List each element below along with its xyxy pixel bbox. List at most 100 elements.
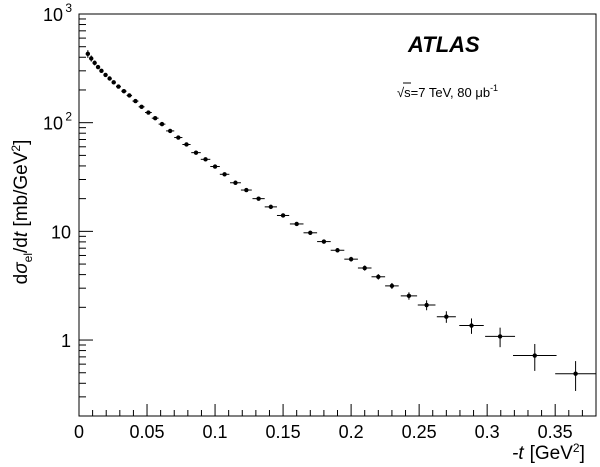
data-point xyxy=(513,343,557,371)
point-marker xyxy=(159,121,165,127)
data-point xyxy=(126,93,133,98)
data-point xyxy=(264,204,277,210)
point-marker xyxy=(348,256,354,262)
point-marker xyxy=(233,180,238,185)
point-marker xyxy=(95,64,101,70)
point-marker xyxy=(469,323,474,328)
x-tick-label: 0.2 xyxy=(339,422,364,442)
energy-annotation: √s=7 TeV, 80 μb-1 xyxy=(397,82,498,100)
point-marker xyxy=(133,98,138,104)
point-marker xyxy=(92,60,97,66)
data-point xyxy=(555,361,596,391)
point-marker xyxy=(152,115,158,121)
point-marker xyxy=(497,334,503,339)
data-point xyxy=(417,300,436,311)
y-tick-exponent: 3 xyxy=(65,1,72,15)
point-marker xyxy=(389,283,395,289)
data-point xyxy=(92,60,97,66)
y-tick-label: 10 xyxy=(51,222,71,242)
data-point xyxy=(200,157,211,162)
data-point xyxy=(210,164,220,169)
point-marker xyxy=(203,157,208,162)
axis-ticks xyxy=(78,18,583,417)
point-marker xyxy=(176,135,181,140)
data-points xyxy=(85,50,596,391)
point-marker xyxy=(193,150,199,155)
point-marker xyxy=(127,93,132,98)
data-point xyxy=(132,98,139,104)
x-tick-label: 0.3 xyxy=(475,422,500,442)
point-marker xyxy=(111,80,116,85)
point-marker xyxy=(376,274,381,279)
point-marker xyxy=(103,72,108,78)
data-point xyxy=(385,282,399,289)
data-point xyxy=(138,104,145,109)
data-point xyxy=(111,80,116,85)
point-marker xyxy=(89,56,94,61)
experiment-label: ATLAS xyxy=(407,32,480,57)
data-point xyxy=(121,88,127,94)
point-marker xyxy=(321,239,327,244)
point-marker xyxy=(184,142,189,147)
point-marker xyxy=(256,196,261,201)
point-marker xyxy=(268,204,274,210)
lumi-exponent: -1 xyxy=(490,83,498,93)
y-tick-label: 10 xyxy=(43,5,63,25)
data-point xyxy=(95,64,101,70)
point-marker xyxy=(107,76,112,81)
point-marker xyxy=(406,293,412,299)
data-point xyxy=(107,76,112,81)
data-point xyxy=(89,55,94,62)
point-marker xyxy=(222,172,227,177)
point-marker xyxy=(294,221,299,227)
point-marker xyxy=(308,230,313,235)
data-point xyxy=(116,84,121,89)
point-marker xyxy=(146,110,151,115)
data-point xyxy=(182,142,191,147)
data-point xyxy=(436,311,456,323)
x-axis-label: -t [GeV2] xyxy=(512,441,585,464)
data-point xyxy=(459,318,484,334)
point-marker xyxy=(116,84,121,89)
x-tick-label: 0.35 xyxy=(538,422,573,442)
data-point xyxy=(191,150,201,155)
point-marker xyxy=(85,51,91,57)
data-point xyxy=(357,265,372,271)
data-point xyxy=(276,213,290,218)
data-point xyxy=(230,180,241,185)
point-marker xyxy=(444,314,449,319)
point-marker xyxy=(335,248,340,253)
data-point xyxy=(85,50,91,58)
y-axis-label: dσel/dt [mb/GeV2] xyxy=(9,140,35,285)
data-point xyxy=(303,230,318,235)
sqrt-s: √s xyxy=(397,85,411,100)
point-marker xyxy=(362,265,367,271)
svg-text:√s=7 TeV, 80 μb-1: √s=7 TeV, 80 μb-1 xyxy=(397,83,498,100)
x-tick-label: 0.25 xyxy=(402,422,437,442)
data-point xyxy=(219,172,230,177)
data-point xyxy=(174,135,183,140)
data-point xyxy=(400,292,418,300)
point-marker xyxy=(532,353,537,358)
energy-value: =7 TeV, 80 μb xyxy=(411,85,490,100)
x-tick-label: 0.1 xyxy=(203,422,228,442)
point-marker xyxy=(424,302,429,308)
data-point xyxy=(151,115,159,121)
data-point xyxy=(317,239,331,244)
point-marker xyxy=(99,68,104,74)
data-point xyxy=(330,248,345,253)
point-marker xyxy=(167,128,173,134)
data-point xyxy=(240,187,252,193)
data-point xyxy=(103,72,108,78)
point-marker xyxy=(139,104,144,109)
point-marker xyxy=(212,164,218,169)
data-point xyxy=(144,110,152,115)
point-marker xyxy=(280,213,286,218)
x-tick-labels: 0 0.05 0.1 0.15 0.2 0.25 0.3 0.35 xyxy=(74,422,573,442)
y-tick-label: 10 xyxy=(43,114,63,134)
point-marker xyxy=(573,371,578,376)
data-point xyxy=(344,256,358,262)
data-point xyxy=(158,121,166,127)
data-point xyxy=(252,196,265,201)
